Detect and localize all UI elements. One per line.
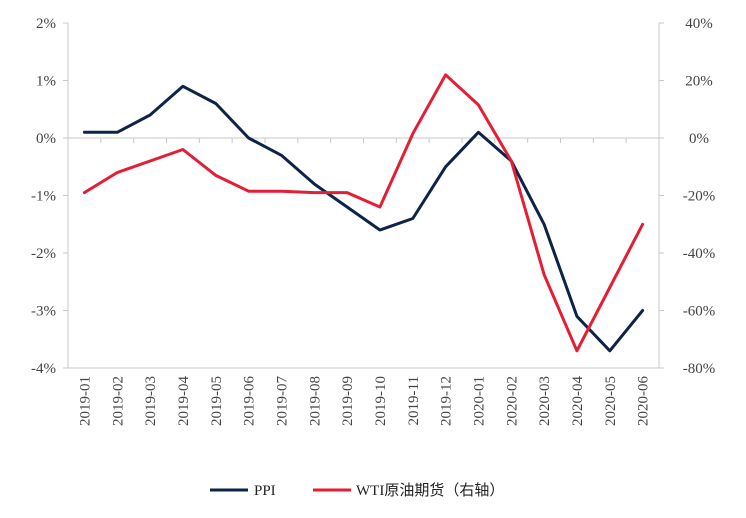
x-tick-label: 2020-05 [603,376,619,426]
x-tick-label: 2020-02 [504,376,520,426]
x-tick-label: 2020-04 [570,376,586,426]
series-layer [82,73,645,353]
x-tick-label: 2019-02 [110,376,126,426]
right-tick-label: 40% [685,16,713,32]
x-tick-label: 2019-04 [176,376,192,426]
right-tick-label: -20% [683,189,716,205]
x-tick-label: 2019-07 [274,376,290,426]
legend-label-wti: WTI原油期货（右轴） [356,482,504,499]
legend-label-ppi: PPI [254,483,276,499]
x-tick-label: 2019-11 [406,376,422,425]
left-tick-label: 1% [36,74,56,90]
x-tick-label: 2019-10 [373,376,389,426]
legend: PPI WTI原油期货（右轴） [210,482,504,499]
left-tick-label: 0% [36,131,56,147]
left-tick-label: 2% [36,16,56,32]
x-tick-label: 2019-09 [340,376,356,426]
x-tick-label: 2019-03 [143,376,159,426]
x-tick-label: 2019-12 [439,376,455,426]
x-tick-label: 2019-08 [307,376,323,426]
x-tick-label: 2020-03 [537,376,553,426]
left-tick-label: -1% [31,189,56,205]
left-tick-label: -2% [31,246,56,262]
right-tick-label: 20% [685,74,713,90]
x-tick-label: 2020-01 [471,376,487,426]
right-tick-label: 0% [689,131,709,147]
x-tick-label: 2019-01 [77,376,93,426]
right-tick-label: -60% [683,304,716,320]
axes-layer: 2% 1% 0% -1% -2% -3% -4% 40% 20% 0% -20% -40% -60% -8… [31,16,715,426]
x-tick-label: 2019-05 [209,376,225,426]
series-line-ppi [82,84,645,353]
left-tick-label: -4% [31,361,56,377]
right-tick-label: -80% [683,361,716,377]
series-line-wti [82,73,645,353]
left-tick-label: -3% [31,304,56,320]
right-tick-label: -40% [683,246,716,262]
x-tick-label: 2020-06 [636,376,652,426]
x-tick-label: 2019-06 [242,376,258,426]
